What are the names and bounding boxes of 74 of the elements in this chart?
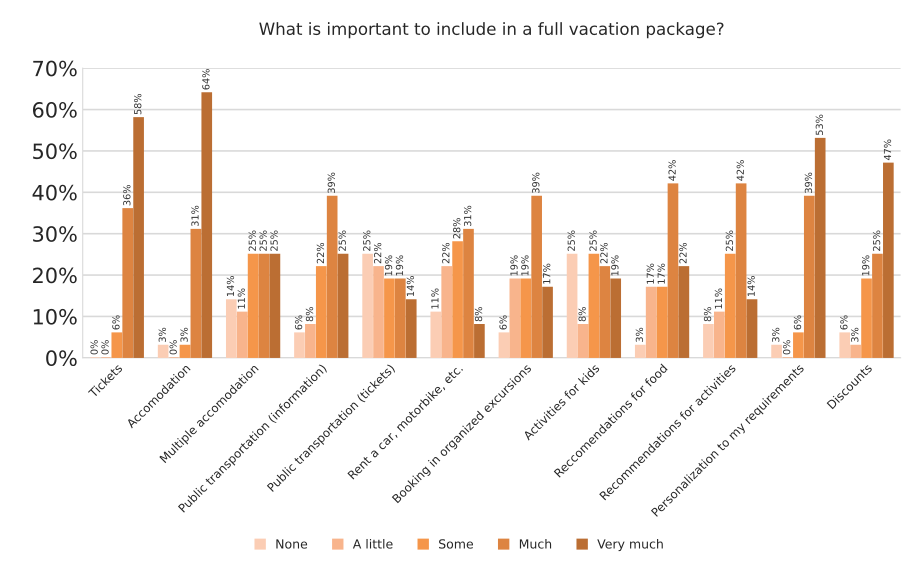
data-label: 19% [611, 255, 619, 276]
y-tick-label: 0% [46, 350, 77, 366]
data-label: 28% [453, 218, 460, 238]
data-label: 14% [748, 276, 755, 296]
data-label: 8% [474, 307, 482, 322]
data-label: 25% [259, 230, 267, 251]
data-label: 11% [431, 288, 439, 308]
data-label: 3% [158, 328, 166, 342]
data-label: 25% [726, 230, 734, 251]
y-tick-label: 30% [33, 226, 77, 242]
data-label: 0% [90, 340, 98, 354]
data-label: 6% [840, 315, 848, 330]
data-label: 17% [658, 264, 665, 284]
data-label: 14% [226, 276, 234, 296]
data-label: 3% [851, 328, 858, 342]
y-tick-label: 10% [34, 308, 77, 325]
data-label: 22% [442, 242, 450, 264]
y-tick-label: 70% [33, 60, 77, 76]
data-label: 25% [568, 230, 575, 251]
data-label: 22% [374, 242, 382, 264]
data-label: 36% [123, 185, 131, 206]
data-label: 3% [636, 328, 644, 342]
data-label: 19% [510, 255, 518, 276]
data-label: 6% [794, 315, 802, 330]
data-label: 25% [270, 230, 278, 251]
data-label: 25% [872, 230, 880, 251]
data-label: 64% [202, 69, 210, 90]
data-label: 53% [816, 114, 824, 135]
data-label: 3% [180, 328, 188, 342]
data-label: 6% [112, 315, 120, 330]
chart-title: What is important to include in a full vacation package? [259, 22, 724, 38]
data-label: 8% [704, 307, 712, 322]
y-tick-label: 60% [33, 102, 77, 118]
data-label: 25% [248, 230, 256, 251]
data-label: 42% [736, 160, 744, 181]
data-label: 0% [170, 340, 177, 354]
data-label: 42% [668, 160, 676, 181]
data-label: 22% [316, 242, 324, 264]
data-label: 0% [101, 340, 109, 354]
data-label: 11% [714, 288, 722, 308]
data-label: 17% [646, 264, 654, 284]
data-label: 25% [589, 230, 597, 251]
data-label: 22% [600, 242, 608, 264]
data-label: 8% [306, 307, 314, 322]
legend-label: Very much [597, 538, 663, 552]
data-label: 14% [406, 276, 414, 296]
data-label: 19% [396, 255, 404, 276]
legend-label: A little [352, 538, 393, 549]
legend-label: Much [520, 538, 552, 549]
data-label: 58% [134, 94, 142, 114]
data-label: 22% [679, 242, 687, 264]
data-label: 31% [191, 206, 199, 226]
data-label: 11% [238, 288, 246, 308]
data-label: 25% [363, 230, 370, 251]
data-label: 0% [782, 340, 790, 354]
data-label: 3% [772, 328, 780, 342]
data-label: 47% [884, 139, 892, 160]
legend-label: Some [439, 539, 473, 549]
data-label: 39% [804, 172, 812, 193]
y-tick-label: 40% [32, 184, 77, 201]
data-label: 19% [862, 255, 870, 276]
y-tick-label: 50% [33, 143, 77, 160]
data-label: 31% [464, 206, 472, 226]
data-label: 19% [521, 255, 529, 276]
data-label: 25% [338, 230, 346, 251]
legend-label: None [276, 539, 308, 549]
y-tick-label: 20% [33, 268, 77, 284]
data-label: 6% [294, 315, 302, 330]
data-label: 6% [499, 315, 507, 330]
data-label: 8% [578, 307, 586, 322]
data-label: 39% [532, 172, 540, 193]
data-label: 17% [543, 264, 550, 284]
data-label: 39% [328, 172, 335, 193]
data-label: 19% [384, 255, 392, 276]
